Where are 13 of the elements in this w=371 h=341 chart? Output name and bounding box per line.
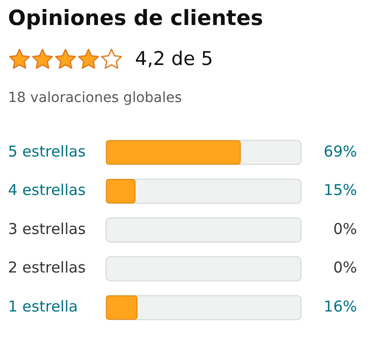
y-tick-label: 4 estrellas bbox=[8, 181, 86, 200]
y-tick-label: 3 estrellas bbox=[8, 220, 86, 238]
y-tick-label: 2 estrellas bbox=[8, 258, 86, 277]
data-label: 0% bbox=[333, 220, 357, 238]
data-label: 0% bbox=[333, 258, 357, 277]
data-label: 16% bbox=[324, 297, 357, 316]
data-label: 69% bbox=[324, 142, 357, 160]
chart-title: Opiniones de clientes bbox=[8, 6, 264, 30]
text: 4,2 de 5 bbox=[135, 48, 214, 70]
chart-subtitle: 18 valoraciones globales bbox=[8, 90, 182, 106]
y-tick-label: 1 estrella bbox=[8, 297, 78, 316]
data-label: 15% bbox=[324, 181, 357, 200]
y-tick-label: 5 estrellas bbox=[8, 142, 86, 160]
